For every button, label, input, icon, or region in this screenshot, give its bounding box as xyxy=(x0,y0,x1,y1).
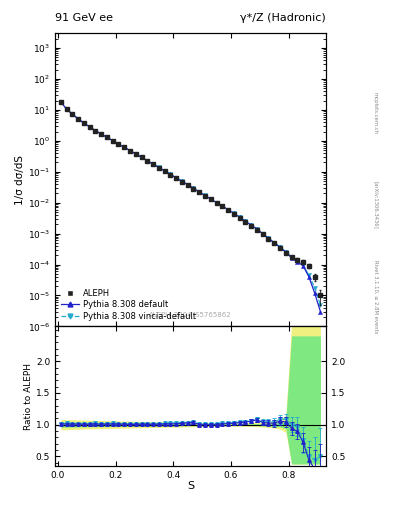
Text: Rivet 3.1.10, ≥ 2.8M events: Rivet 3.1.10, ≥ 2.8M events xyxy=(373,260,378,334)
Legend: ALEPH, Pythia 8.308 default, Pythia 8.308 vincia-default: ALEPH, Pythia 8.308 default, Pythia 8.30… xyxy=(59,287,197,322)
Text: [arXiv:1306.3436]: [arXiv:1306.3436] xyxy=(373,181,378,229)
Text: mcplots.cern.ch: mcplots.cern.ch xyxy=(373,92,378,134)
Y-axis label: Ratio to ALEPH: Ratio to ALEPH xyxy=(24,362,33,430)
Text: γ*/Z (Hadronic): γ*/Z (Hadronic) xyxy=(241,13,326,23)
Text: 91 GeV ee: 91 GeV ee xyxy=(55,13,113,23)
X-axis label: S: S xyxy=(187,481,194,491)
Y-axis label: 1/σ dσ/dS: 1/σ dσ/dS xyxy=(15,155,25,205)
Text: ALEPH_2004_S5765862: ALEPH_2004_S5765862 xyxy=(149,311,232,317)
